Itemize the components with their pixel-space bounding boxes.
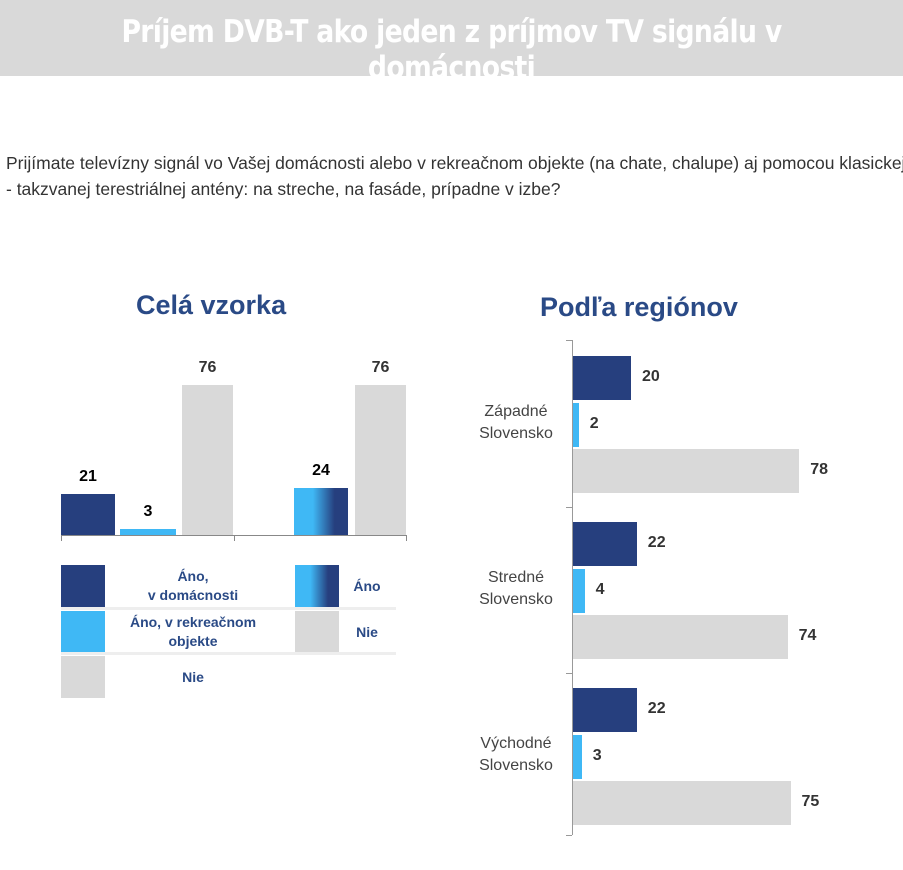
legend-label: Áno, v domácnosti: [147, 568, 239, 603]
legend-swatch: [61, 565, 105, 607]
data-label: 22: [647, 534, 666, 551]
bar: [61, 493, 115, 535]
data-label: 22: [647, 700, 666, 717]
bar: [573, 615, 788, 659]
axis-tick: [566, 673, 572, 674]
chart-title-regions: Podľa regiónov: [540, 292, 738, 322]
axis-tick: [566, 507, 572, 508]
data-label: 3: [143, 503, 153, 521]
bar: [182, 385, 233, 535]
legend-divider: [61, 607, 396, 610]
legend-divider: [61, 652, 396, 655]
data-label: 3: [592, 746, 602, 764]
legend-swatch: [61, 611, 105, 653]
bar: [294, 487, 348, 535]
bar: [573, 688, 637, 732]
data-label: 2: [589, 414, 599, 432]
bar: [573, 734, 582, 779]
bar: [355, 385, 406, 535]
data-label: 4: [595, 580, 605, 598]
page-title: Príjem DVB-T ako jeden z príjmov TV sign…: [121, 14, 782, 86]
data-label: 21: [79, 467, 97, 485]
bar: [573, 402, 579, 447]
data-label: 20: [642, 368, 660, 385]
bar: [573, 449, 800, 493]
bar: [573, 522, 637, 566]
legend-label: Nie: [356, 624, 378, 640]
legend-label: Áno: [353, 578, 381, 594]
region-label: Stredné Slovensko: [479, 569, 553, 608]
legend-swatch: [295, 565, 339, 607]
bar: [573, 781, 791, 825]
axis-tick: [566, 835, 572, 836]
data-label: 74: [798, 627, 817, 644]
data-label: 24: [312, 461, 330, 479]
survey-question: Prijímate televízny signál vo Vašej domá…: [6, 153, 903, 199]
y-axis: [572, 340, 573, 835]
bar: [120, 529, 176, 535]
data-label: 75: [801, 793, 820, 810]
legend-label: Nie: [182, 669, 204, 685]
region-label: Východné Slovensko: [479, 735, 553, 774]
region-label: Západné Slovensko: [479, 403, 553, 442]
axis-tick: [406, 535, 407, 541]
axis-tick: [234, 535, 235, 541]
bar: [573, 356, 631, 400]
legend-swatch: [61, 656, 105, 698]
chart-title-whole-sample: Celá vzorka: [136, 290, 287, 320]
axis-tick: [566, 340, 572, 341]
bar: [573, 568, 585, 613]
legend-swatch: [295, 611, 339, 653]
data-label: 78: [810, 461, 828, 478]
legend-divider: [295, 652, 395, 655]
axis-tick: [61, 535, 62, 541]
legend-divider: [295, 607, 395, 610]
header-bar: Príjem DVB-T ako jeden z príjmov TV sign…: [0, 0, 903, 86]
legend-label: Áno, v rekreačnom objekte: [129, 614, 257, 649]
data-label: 76: [198, 359, 217, 377]
data-label: 76: [371, 359, 390, 377]
